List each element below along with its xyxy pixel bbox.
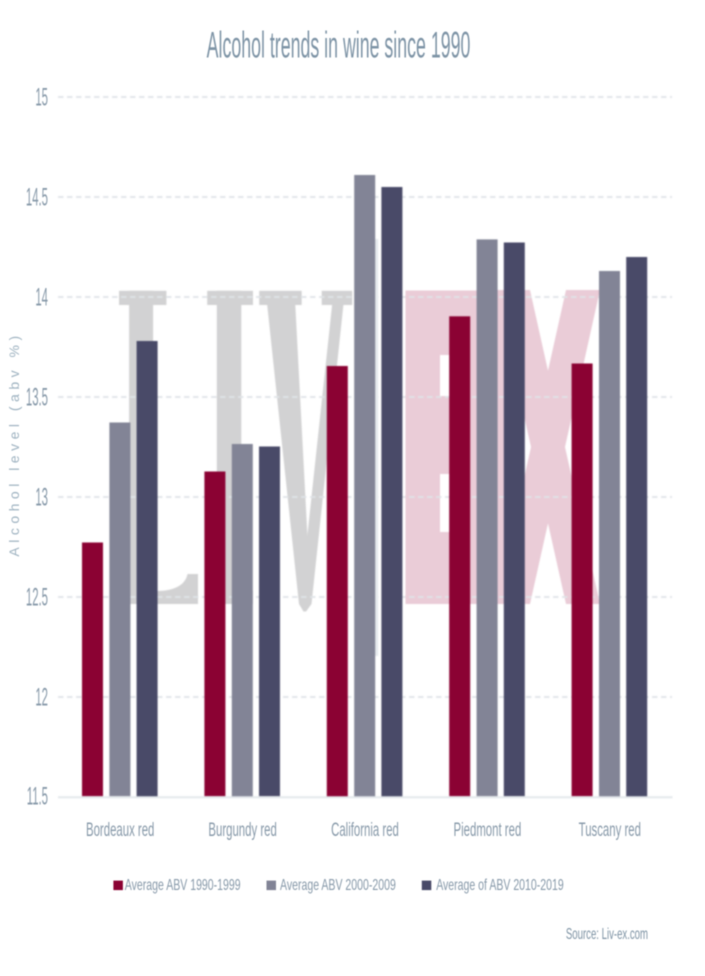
svg-text:Piedmont red: Piedmont red: [454, 820, 522, 841]
svg-text:14.5: 14.5: [26, 184, 48, 212]
svg-text:Average ABV 1990-1999: Average ABV 1990-1999: [125, 876, 241, 894]
svg-text:15: 15: [35, 84, 48, 112]
svg-text:Alcohol level (abv %): Alcohol level (abv %): [6, 331, 22, 556]
svg-text:13.5: 13.5: [26, 384, 48, 412]
svg-text:13: 13: [35, 484, 48, 512]
svg-text:Bordeaux red: Bordeaux red: [86, 820, 154, 841]
svg-text:California red: California red: [331, 820, 399, 841]
svg-text:Average of ABV 2010-2019: Average of ABV 2010-2019: [436, 876, 564, 894]
svg-text:Alcohol trends in wine since 1: Alcohol trends in wine since 1990: [207, 24, 471, 66]
svg-text:Burgundy red: Burgundy red: [208, 820, 276, 841]
svg-text:12: 12: [35, 684, 48, 712]
svg-text:11.5: 11.5: [27, 783, 48, 811]
svg-text:Tuscany red: Tuscany red: [579, 820, 641, 841]
svg-text:14: 14: [35, 284, 48, 312]
svg-text:Average ABV 2000-2009: Average ABV 2000-2009: [280, 876, 396, 894]
svg-text:Source: Liv-ex.com: Source: Liv-ex.com: [566, 925, 648, 943]
svg-text:12.5: 12.5: [26, 584, 48, 612]
